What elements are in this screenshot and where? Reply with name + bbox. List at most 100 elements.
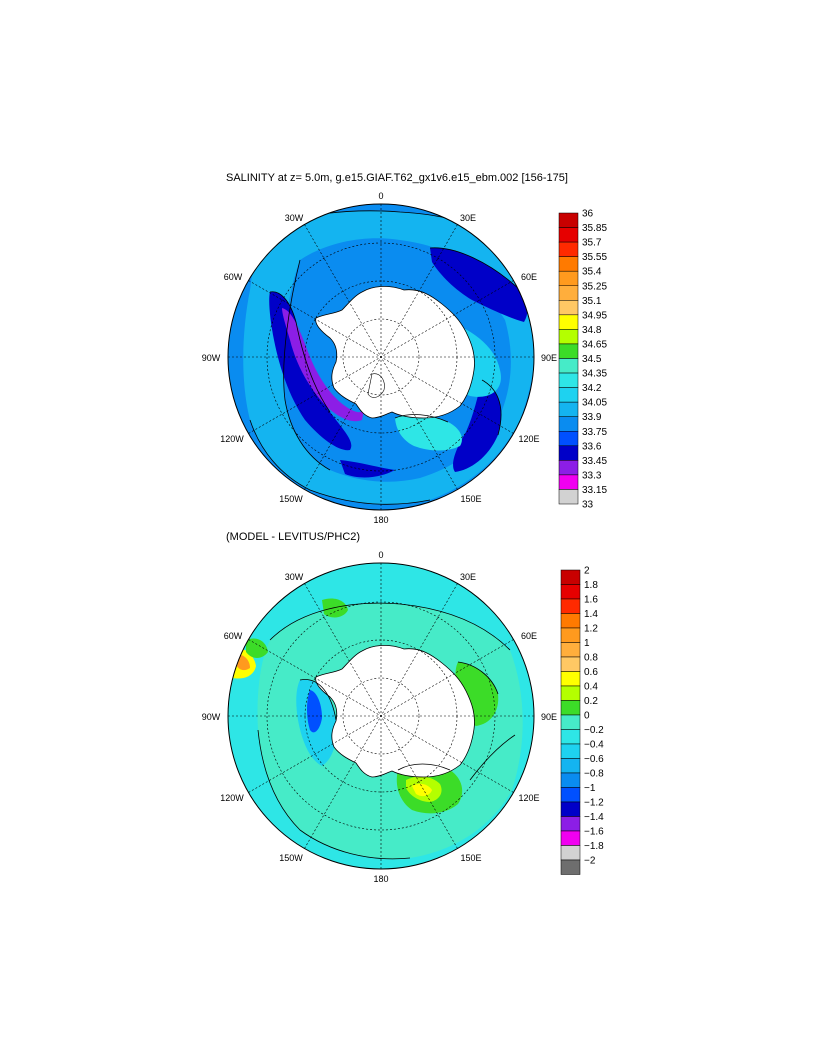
bottom-colorbar-swatch xyxy=(560,642,581,658)
lon-label-120e: 120E xyxy=(518,434,539,444)
top-colorbar-tick-label: 34.2 xyxy=(582,383,602,394)
bottom-colorbar-swatch xyxy=(560,729,581,745)
top-colorbar-tick-label: 33 xyxy=(582,500,594,511)
salinity-band-33-6-southeast xyxy=(453,380,502,472)
bottom-colorbar-swatch xyxy=(560,772,581,788)
lon-label-30e: 30E xyxy=(460,572,476,582)
bottom-colorbar-tick-label: 0.6 xyxy=(584,667,598,678)
bottom-colorbar-tick-label: 1.8 xyxy=(584,580,598,591)
bottom-colorbar-tick-label: 0.8 xyxy=(584,653,598,664)
lon-label-30e: 30E xyxy=(460,213,476,223)
bottom-colorbar-tick-label: −1.4 xyxy=(584,812,604,823)
lon-label-90e: 90E xyxy=(541,712,557,722)
bottom-colorbar-tick-label: −0.8 xyxy=(584,769,604,780)
lon-label-120w: 120W xyxy=(220,434,244,444)
top-colorbar-tick-label: 34.5 xyxy=(582,354,602,365)
top-colorbar-swatch xyxy=(558,489,579,505)
top-colorbar-swatch xyxy=(558,212,579,228)
top-colorbar-tick-label: 33.3 xyxy=(582,470,602,481)
bottom-colorbar-swatch xyxy=(560,859,581,875)
top-colorbar-tick-label: 33.15 xyxy=(582,485,607,496)
bottom-colorbar: 2 1.8 1.6 1.4 1.2 1 0.8 0.6 0.4 0.2 0 −0.2 −0.4 −0.6 −… xyxy=(560,566,604,875)
top-colorbar-swatch xyxy=(558,401,579,417)
top-colorbar-swatch xyxy=(558,474,579,490)
antarctica-landmass xyxy=(315,286,475,419)
lon-label-180: 180 xyxy=(373,874,388,884)
top-colorbar-swatch xyxy=(558,343,579,359)
top-colorbar-swatch xyxy=(558,270,579,287)
lon-label-120w: 120W xyxy=(220,793,244,803)
bottom-colorbar-swatch xyxy=(560,613,581,629)
top-colorbar-swatch xyxy=(558,241,579,257)
bottom-colorbar-swatch xyxy=(560,787,581,803)
lon-label-60e: 60E xyxy=(521,272,537,282)
lon-label-150e: 150E xyxy=(460,494,481,504)
top-colorbar-swatch xyxy=(558,314,579,330)
bottom-colorbar-tick-label: −2 xyxy=(584,856,596,867)
bottom-colorbar-swatch xyxy=(560,598,581,614)
antarctica-landmass-bottom xyxy=(315,645,475,778)
top-polar-map: 0 30E 60E 90E 120E 150E 180 150W 120W 90… xyxy=(202,191,557,525)
difference-band-neg-1 xyxy=(307,690,322,733)
top-longitude-labels: 0 30E 60E 90E 120E 150E 180 150W 120W 90… xyxy=(202,191,557,525)
top-colorbar-tick-label: 35.1 xyxy=(582,296,602,307)
top-colorbar-swatch xyxy=(558,329,579,345)
lon-label-0: 0 xyxy=(378,191,383,201)
bottom-map-boundary xyxy=(227,562,535,870)
bottom-colorbar-tick-label: −1.8 xyxy=(584,841,604,852)
top-map-boundary xyxy=(227,203,535,511)
top-colorbar-swatch xyxy=(558,227,579,243)
lon-label-0: 0 xyxy=(378,550,383,560)
bottom-colorbar-tick-label: −1.2 xyxy=(584,798,604,809)
top-graticule xyxy=(228,204,534,510)
bottom-contour-lines xyxy=(257,602,516,860)
top-colorbar-tick-label: 33.75 xyxy=(582,427,607,438)
difference-band-0-2-north xyxy=(322,598,348,618)
top-colorbar-swatch xyxy=(558,431,579,447)
bottom-colorbar-swatch xyxy=(560,743,581,759)
bottom-panel-title: (MODEL - LEVITUS/PHC2) xyxy=(226,531,361,543)
bottom-colorbar-tick-label: −0.4 xyxy=(584,740,604,751)
top-colorbar-swatch xyxy=(558,460,579,476)
bottom-colorbar-tick-label: 1.4 xyxy=(584,609,598,620)
ross-ice-shelf xyxy=(367,373,385,398)
bottom-colorbar-tick-label: −0.2 xyxy=(584,725,604,736)
bottom-colorbar-swatch xyxy=(560,714,581,730)
bottom-colorbar-swatch xyxy=(560,700,581,716)
top-colorbar-tick-label: 34.05 xyxy=(582,398,607,409)
bottom-colorbar-swatch xyxy=(560,816,581,832)
bottom-colorbar-swatch xyxy=(560,758,581,774)
lon-label-30w: 30W xyxy=(285,213,304,223)
top-colorbar-swatch xyxy=(558,416,579,432)
top-colorbar-tick-label: 36 xyxy=(582,209,594,220)
bottom-colorbar-tick-label: −1.6 xyxy=(584,827,604,838)
lon-label-60w: 60W xyxy=(224,631,243,641)
bottom-colorbar-tick-label: 0 xyxy=(584,711,590,722)
lon-label-90w: 90W xyxy=(202,353,221,363)
bottom-polar-map: 0 30E 60E 90E 120E 150E 180 150W 120W 90… xyxy=(202,550,557,884)
difference-band-0-2-west xyxy=(246,638,268,658)
top-colorbar-tick-label: 33.9 xyxy=(582,412,602,423)
bottom-colorbar-swatch xyxy=(560,569,581,585)
bottom-longitude-labels: 0 30E 60E 90E 120E 150E 180 150W 120W 90… xyxy=(202,550,557,884)
top-colorbar-tick-label: 33.45 xyxy=(582,456,607,467)
top-colorbar: 36 35.85 35.7 35.55 35.4 35.25 35.1 34.95 34.8 34… xyxy=(558,209,607,511)
top-colorbar-tick-label: 35.7 xyxy=(582,238,602,249)
bottom-colorbar-tick-label: 2 xyxy=(584,566,590,577)
salinity-band-33-45 xyxy=(282,308,364,422)
bottom-colorbar-swatch xyxy=(560,801,581,817)
top-colorbar-swatch xyxy=(558,285,579,301)
top-colorbar-tick-label: 34.8 xyxy=(582,325,602,336)
top-panel-title: SALINITY at z= 5.0m, g.e15.GIAF.T62_gx1v… xyxy=(226,172,568,184)
top-colorbar-swatch xyxy=(558,387,579,403)
top-colorbar-tick-label: 35.55 xyxy=(582,252,607,263)
bottom-colorbar-tick-label: 0.4 xyxy=(584,682,598,693)
bottom-colorbar-swatch xyxy=(560,685,581,701)
bottom-colorbar-swatch xyxy=(560,656,581,672)
bottom-colorbar-swatch xyxy=(560,845,581,861)
top-colorbar-tick-label: 35.85 xyxy=(582,223,607,234)
lon-label-30w: 30W xyxy=(285,572,304,582)
bottom-graticule xyxy=(228,563,534,869)
bottom-colorbar-tick-label: 1 xyxy=(584,638,590,649)
difference-band-0-6-south xyxy=(412,783,432,797)
